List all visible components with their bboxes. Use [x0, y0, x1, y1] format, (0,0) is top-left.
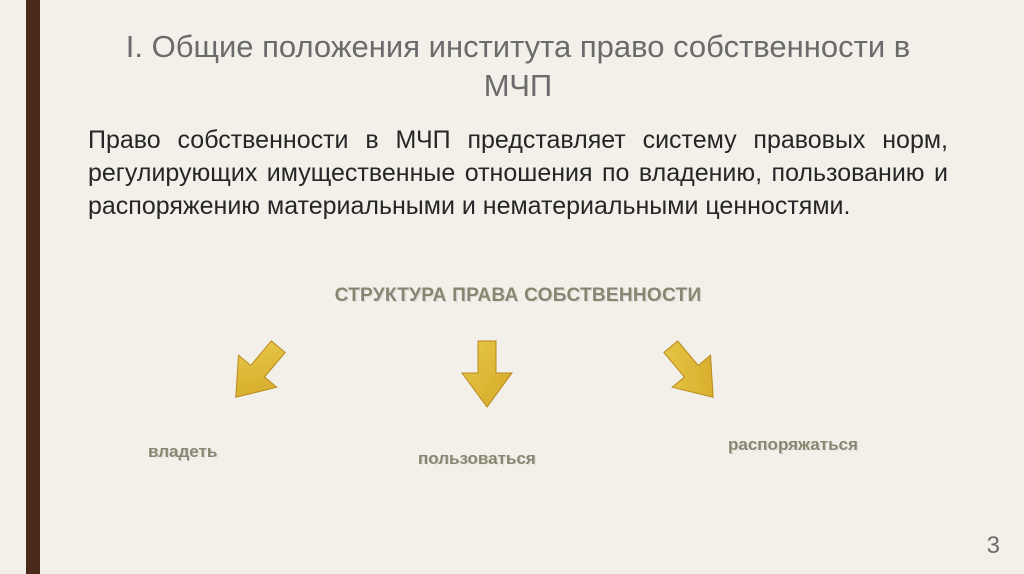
arrow-icon [212, 326, 301, 417]
diagram-leaf-label: распоряжаться [728, 435, 858, 455]
decorative-sidebar [26, 0, 40, 574]
slide-content: I. Общие положения института право собст… [88, 28, 948, 477]
diagram-leaf-label: пользоваться [418, 449, 536, 469]
slide-body: Право собственности в МЧП представляет с… [88, 124, 948, 223]
arrow-icon [647, 326, 736, 417]
diagram-root-label: СТРУКТУРА ПРАВА СОБСТВЕННОСТИ [88, 285, 948, 307]
diagram-leaf-label: владеть [148, 442, 217, 462]
structure-diagram: владеть пользоваться распоряжаться [88, 327, 948, 477]
page-number: 3 [987, 532, 1000, 560]
slide-title: I. Общие положения института право собст… [88, 28, 948, 106]
arrow-icon [458, 339, 516, 409]
